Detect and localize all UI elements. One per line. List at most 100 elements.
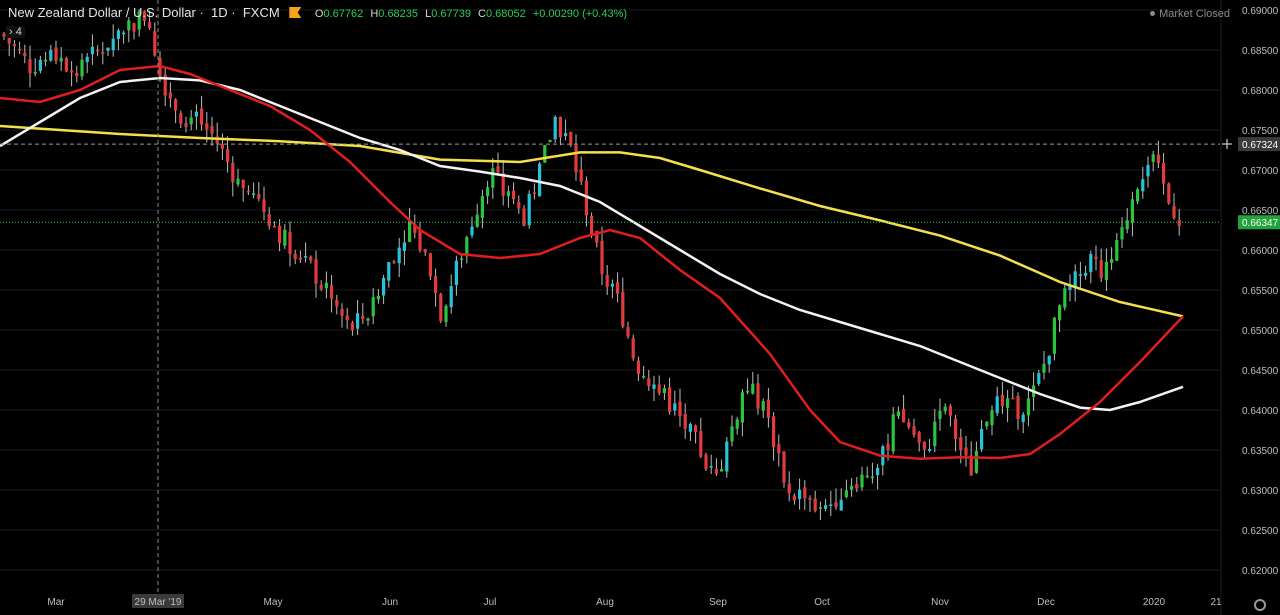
candle-body — [652, 384, 656, 389]
price-axis[interactable]: 0.69000 0.68500 0.68000 0.67500 0.67000 0.665… — [1220, 0, 1280, 615]
change-value: +0.00290 (+0.43%) — [532, 8, 628, 20]
price-tick-label: 0.65000 — [1242, 326, 1279, 337]
high-value: 0.68235 — [378, 8, 419, 20]
candle-body — [1099, 259, 1103, 279]
candle-body — [829, 504, 833, 506]
candle-body — [636, 360, 640, 374]
low-value: 0.67739 — [431, 8, 471, 20]
candle-body — [475, 214, 479, 227]
candle-body — [616, 282, 620, 294]
candle-body — [142, 11, 146, 21]
candle-body — [969, 455, 973, 476]
time-tick-label: May — [264, 597, 283, 608]
candle-body — [787, 483, 791, 494]
candle-body — [1156, 154, 1160, 164]
candle-body — [220, 144, 224, 149]
candle-body — [1125, 220, 1129, 230]
candle-body — [865, 475, 869, 478]
candle-body — [1052, 317, 1056, 354]
candle-body — [18, 48, 22, 51]
candle-body — [558, 116, 562, 138]
price-tick-label: 0.63000 — [1242, 486, 1279, 497]
time-tick-label: Nov — [931, 597, 949, 608]
time-tick-label: 2020 — [1143, 597, 1166, 608]
candle-body — [584, 180, 588, 216]
price-tick-label: 0.69000 — [1242, 6, 1279, 17]
candle-body — [361, 315, 365, 320]
candle-body — [356, 313, 360, 329]
candle-body — [928, 448, 932, 451]
candle-body — [709, 466, 713, 468]
hline-price-label: 0.67324 — [1242, 140, 1279, 151]
candle-body — [954, 418, 958, 440]
candle-body — [1162, 162, 1166, 184]
candle-body — [236, 178, 240, 185]
candle-body — [28, 59, 32, 74]
time-axis[interactable]: Mar 29 Mar '19 May Jun Jul Aug Sep Oct Nov Dec 202… — [47, 594, 1222, 608]
candle-body — [1042, 363, 1046, 373]
candle-body — [1172, 206, 1176, 219]
candle-body — [959, 436, 963, 450]
candle-body — [106, 47, 110, 51]
price-tick-label: 0.67000 — [1242, 166, 1279, 177]
indicator-count: 4 — [15, 26, 22, 38]
candle-body — [382, 277, 386, 296]
candle-body — [657, 384, 661, 394]
candle-body — [1011, 397, 1015, 400]
candle-body — [496, 166, 500, 173]
moving-average-fast — [0, 64, 1184, 461]
flag-icon[interactable] — [289, 7, 302, 18]
candle-body — [418, 230, 422, 251]
candle-body — [122, 32, 126, 35]
candle-body — [70, 70, 74, 73]
candle-body — [1016, 395, 1020, 419]
candle-body — [522, 208, 526, 227]
candle-body — [808, 497, 812, 500]
candle-body — [439, 293, 443, 322]
candle-body — [33, 71, 37, 74]
candle-body — [127, 20, 131, 31]
candle-body — [1115, 240, 1119, 261]
source-label: FXCM — [242, 5, 280, 20]
candle-body — [974, 451, 978, 473]
candle-body — [600, 240, 604, 275]
candle-body — [491, 168, 495, 188]
candle-body — [387, 262, 391, 281]
candle-body — [288, 232, 292, 255]
candle-body — [231, 162, 235, 183]
candle-body — [501, 173, 505, 196]
candle-body — [1078, 274, 1082, 276]
candle-body — [111, 38, 115, 51]
candle-body — [262, 199, 266, 212]
close-value: 0.68052 — [486, 8, 526, 20]
candle-body — [907, 422, 911, 428]
candle-body — [590, 215, 594, 234]
candle-body — [64, 58, 68, 72]
candle-body — [1094, 256, 1098, 260]
candle-body — [569, 131, 573, 146]
ohlc-values: O0.67762 H0.68235 L0.67739 C0.68052 +0.0… — [315, 8, 631, 20]
candle-body — [350, 322, 354, 331]
candle-body — [241, 179, 245, 188]
candle-body — [933, 421, 937, 447]
settings-gear-icon[interactable] — [1254, 599, 1266, 611]
candle-body — [824, 505, 828, 509]
candle-body — [626, 327, 630, 337]
hline-marker[interactable] — [1222, 139, 1232, 149]
candle-body — [1068, 285, 1072, 290]
interval-label[interactable]: 1D — [211, 5, 228, 20]
candle-body — [886, 443, 890, 451]
candle-body — [85, 56, 89, 63]
market-status-text: Market Closed — [1159, 8, 1230, 20]
candle-body — [564, 133, 568, 136]
candle-body — [80, 59, 84, 77]
status-dot-icon — [1150, 11, 1156, 16]
market-status: Market Closed — [1150, 8, 1230, 20]
candle-body — [844, 490, 848, 497]
candle-body — [902, 408, 906, 423]
candle-body — [252, 193, 256, 195]
candle-body — [896, 411, 900, 417]
indicators-collapse-button[interactable]: › 4 — [6, 26, 25, 38]
symbol-title[interactable]: New Zealand Dollar / U.S. Dollar — [8, 5, 196, 20]
